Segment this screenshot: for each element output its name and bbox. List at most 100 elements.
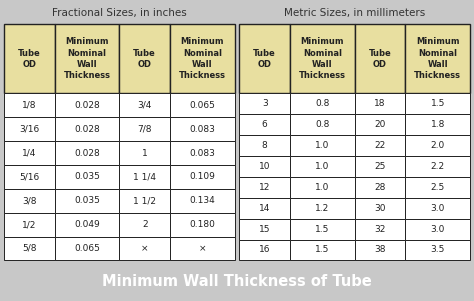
Text: 0.180: 0.180: [190, 220, 215, 229]
Bar: [239, 135, 290, 156]
Text: 1.5: 1.5: [430, 99, 445, 108]
Bar: [405, 114, 470, 135]
Text: 0.035: 0.035: [74, 196, 100, 205]
Text: 1 1/4: 1 1/4: [133, 172, 156, 182]
Bar: [4, 165, 55, 189]
Text: 5/8: 5/8: [22, 244, 36, 253]
Bar: [239, 94, 290, 114]
Text: 30: 30: [374, 204, 386, 213]
Text: 22: 22: [374, 141, 386, 150]
Bar: [355, 240, 405, 260]
Text: 3/16: 3/16: [19, 125, 39, 134]
Text: 1.5: 1.5: [315, 225, 329, 234]
Text: 14: 14: [259, 204, 271, 213]
Bar: [4, 237, 55, 260]
Bar: [405, 219, 470, 240]
Bar: [405, 156, 470, 177]
Text: 12: 12: [259, 183, 271, 192]
Bar: [405, 135, 470, 156]
Text: 0.109: 0.109: [190, 172, 215, 182]
Text: 2.0: 2.0: [430, 141, 445, 150]
Bar: [55, 189, 119, 213]
Bar: [119, 117, 170, 141]
Text: 0.028: 0.028: [74, 149, 100, 158]
Text: 38: 38: [374, 245, 386, 254]
Bar: [355, 156, 405, 177]
Text: Metric Sizes, in millimeters: Metric Sizes, in millimeters: [284, 8, 425, 18]
Text: 1/8: 1/8: [22, 101, 36, 110]
Text: 8: 8: [262, 141, 268, 150]
Bar: [119, 165, 170, 189]
Bar: [170, 117, 235, 141]
Bar: [55, 237, 119, 260]
Bar: [119, 237, 170, 260]
Text: 3.0: 3.0: [430, 204, 445, 213]
Bar: [290, 24, 355, 94]
Bar: [239, 177, 290, 198]
Text: 1 1/2: 1 1/2: [133, 196, 156, 205]
Text: 20: 20: [374, 120, 386, 129]
Text: 1.0: 1.0: [315, 183, 329, 192]
Bar: [170, 94, 235, 117]
Text: 0.065: 0.065: [190, 101, 215, 110]
Bar: [119, 213, 170, 237]
Bar: [290, 94, 355, 114]
Text: Tube
OD: Tube OD: [18, 48, 41, 69]
Text: 0.028: 0.028: [74, 101, 100, 110]
Text: 0.083: 0.083: [190, 149, 215, 158]
Text: 0.8: 0.8: [315, 99, 329, 108]
Text: 3: 3: [262, 99, 268, 108]
Bar: [290, 219, 355, 240]
Text: 1.2: 1.2: [315, 204, 329, 213]
Text: Tube
OD: Tube OD: [369, 48, 392, 69]
Bar: [170, 165, 235, 189]
Text: 0.035: 0.035: [74, 172, 100, 182]
Text: 18: 18: [374, 99, 386, 108]
Bar: [55, 24, 119, 94]
Bar: [55, 94, 119, 117]
Bar: [4, 117, 55, 141]
Text: 1/4: 1/4: [22, 149, 36, 158]
Bar: [119, 141, 170, 165]
Text: Tube
OD: Tube OD: [254, 48, 276, 69]
Text: 1.0: 1.0: [315, 141, 329, 150]
Text: Minimum
Nominal
Wall
Thickness: Minimum Nominal Wall Thickness: [299, 37, 346, 80]
Text: 32: 32: [374, 225, 386, 234]
Text: 1.8: 1.8: [430, 120, 445, 129]
Bar: [4, 213, 55, 237]
Text: 0.083: 0.083: [190, 125, 215, 134]
Bar: [355, 94, 405, 114]
Bar: [4, 24, 55, 94]
Text: 3.5: 3.5: [430, 245, 445, 254]
Bar: [239, 156, 290, 177]
Bar: [4, 141, 55, 165]
Bar: [239, 219, 290, 240]
Bar: [239, 24, 290, 94]
Bar: [405, 24, 470, 94]
Text: 3.0: 3.0: [430, 225, 445, 234]
Bar: [119, 24, 170, 94]
Bar: [170, 24, 235, 94]
Bar: [405, 177, 470, 198]
Bar: [119, 189, 170, 213]
Text: 1/2: 1/2: [22, 220, 36, 229]
Bar: [55, 213, 119, 237]
Bar: [239, 198, 290, 219]
Bar: [4, 189, 55, 213]
Text: Fractional Sizes, in inches: Fractional Sizes, in inches: [52, 8, 187, 18]
Bar: [170, 189, 235, 213]
Text: 1: 1: [142, 149, 147, 158]
Bar: [405, 198, 470, 219]
Bar: [170, 141, 235, 165]
Text: 0.028: 0.028: [74, 125, 100, 134]
Bar: [290, 156, 355, 177]
Bar: [170, 213, 235, 237]
Text: 10: 10: [259, 162, 271, 171]
Bar: [55, 117, 119, 141]
Bar: [355, 177, 405, 198]
Text: ×: ×: [199, 244, 206, 253]
Text: 2.5: 2.5: [430, 183, 445, 192]
Text: 7/8: 7/8: [137, 125, 152, 134]
Bar: [355, 114, 405, 135]
Bar: [355, 219, 405, 240]
